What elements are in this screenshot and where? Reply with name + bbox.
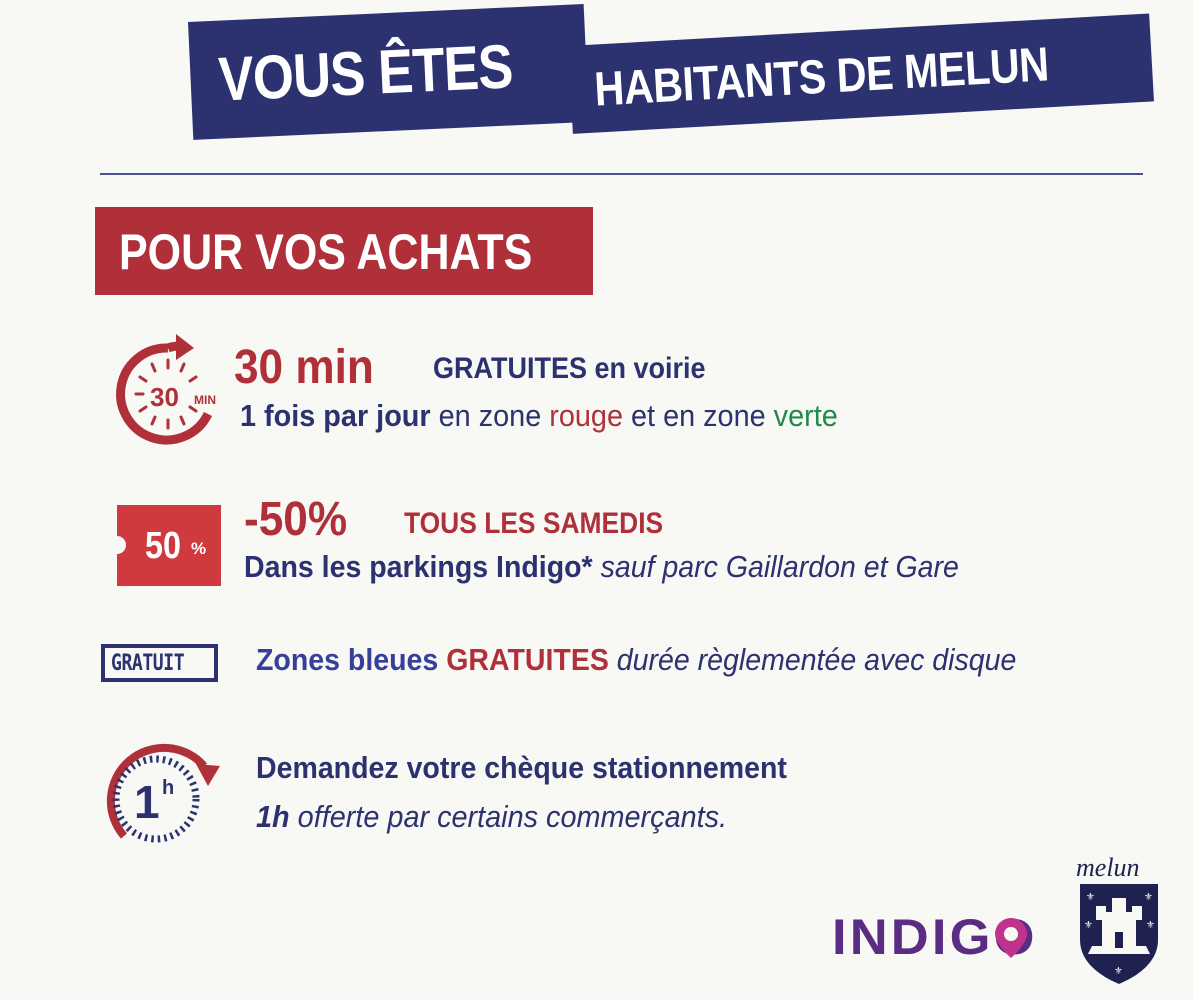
detail-red: GRATUITES [446,642,609,677]
clock-1h-icon: 1 h [106,743,220,843]
section-label: POUR VOS ACHATS [95,207,593,295]
offer-detail: Zones bleues GRATUITES durée règlementée… [256,642,1016,678]
detail-bold: 1 fois par jour [240,398,431,433]
zone-verte: verte [773,398,838,433]
svg-text:MIN: MIN [194,393,216,407]
svg-text:⚜: ⚜ [1084,920,1093,931]
gratuit-stamp-icon: GRATUIT [101,644,218,682]
offer-headline: Demandez votre chèque stationnement [256,750,787,785]
svg-text:30: 30 [150,382,179,412]
detail-italic: sauf parc Gaillardon et Gare [592,549,959,584]
zone-rouge: rouge [549,398,624,433]
svg-text:⚜: ⚜ [1144,892,1153,903]
ticket-50-percent-icon: 50 % [108,505,221,586]
detail-italic: offerte par certains commerçants. [289,799,728,834]
header-banner-right: HABITANTS DE MELUN [568,13,1155,134]
detail-bold: 1h [256,799,290,834]
offer-detail: 1h offerte par certains commerçants. [256,799,727,835]
svg-text:1: 1 [134,776,160,828]
indigo-pin-icon [995,918,1027,958]
svg-text:h: h [162,777,174,799]
detail-bold: Dans les parkings Indigo* [244,549,593,584]
header-banner-right-text: HABITANTS DE MELUN [593,38,1050,117]
header-banner-left-text: VOUS ÊTES [217,32,514,115]
stopwatch-30min-icon: 30 MIN [116,334,216,445]
header-banner-left: VOUS ÊTES [188,4,589,140]
melun-coat-of-arms-icon: melun ⚜ ⚜ ⚜ ⚜ ⚜ [1076,853,1158,984]
offer-headline: TOUS LES SAMEDIS [404,507,664,540]
offer-headline: GRATUITES en voirie [433,352,706,385]
detail-text: et en zone [623,398,774,433]
melun-city-logo: melun ⚜ ⚜ ⚜ ⚜ ⚜ [1068,850,1168,990]
detail-bold: Zones bleues [256,642,447,677]
svg-text:⚜: ⚜ [1114,966,1123,977]
detail-italic: durée règlementée avec disque [608,642,1017,677]
section-label-text: POUR VOS ACHATS [119,224,533,280]
header-divider [100,173,1143,175]
offer-highlight: 30 min [234,341,374,394]
detail-text: en zone [430,398,550,433]
offer-detail: 1 fois par jour en zone rouge et en zone… [240,398,838,434]
svg-text:⚜: ⚜ [1146,920,1155,931]
offer-highlight: -50% [244,493,348,546]
svg-text:melun: melun [1076,853,1140,882]
svg-text:⚜: ⚜ [1086,892,1095,903]
offer-detail: Dans les parkings Indigo* sauf parc Gail… [244,549,959,585]
